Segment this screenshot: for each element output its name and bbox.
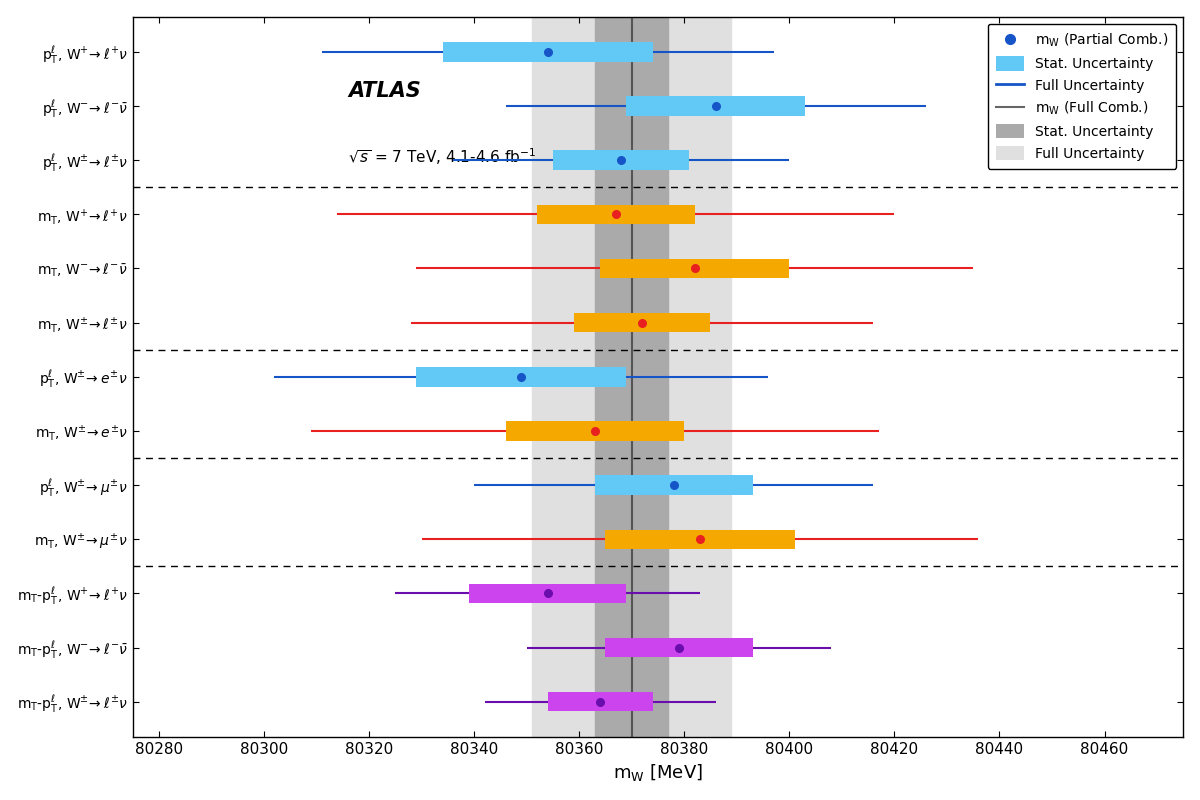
Bar bbox=[532, 17, 732, 737]
Bar bbox=[505, 421, 684, 441]
Bar bbox=[595, 17, 668, 737]
Bar bbox=[574, 313, 710, 332]
Bar bbox=[606, 638, 752, 658]
Bar bbox=[538, 205, 695, 224]
Bar bbox=[547, 692, 653, 711]
Bar bbox=[416, 367, 626, 386]
Bar bbox=[595, 475, 752, 495]
Bar bbox=[469, 584, 626, 603]
Bar bbox=[606, 530, 794, 549]
Bar bbox=[626, 96, 805, 116]
X-axis label: m$_{\mathrm{W}}$ [MeV]: m$_{\mathrm{W}}$ [MeV] bbox=[613, 762, 703, 783]
Text: ATLAS: ATLAS bbox=[348, 82, 421, 102]
Legend: m$_{\mathrm{W}}$ (Partial Comb.), Stat. Uncertainty, Full Uncertainty, m$_{\math: m$_{\mathrm{W}}$ (Partial Comb.), Stat. … bbox=[988, 24, 1176, 169]
Bar bbox=[443, 42, 653, 62]
Bar bbox=[600, 258, 790, 278]
Text: $\sqrt{s}$ = 7 TeV, 4.1-4.6 fb$^{-1}$: $\sqrt{s}$ = 7 TeV, 4.1-4.6 fb$^{-1}$ bbox=[348, 146, 536, 167]
Bar bbox=[553, 150, 690, 170]
